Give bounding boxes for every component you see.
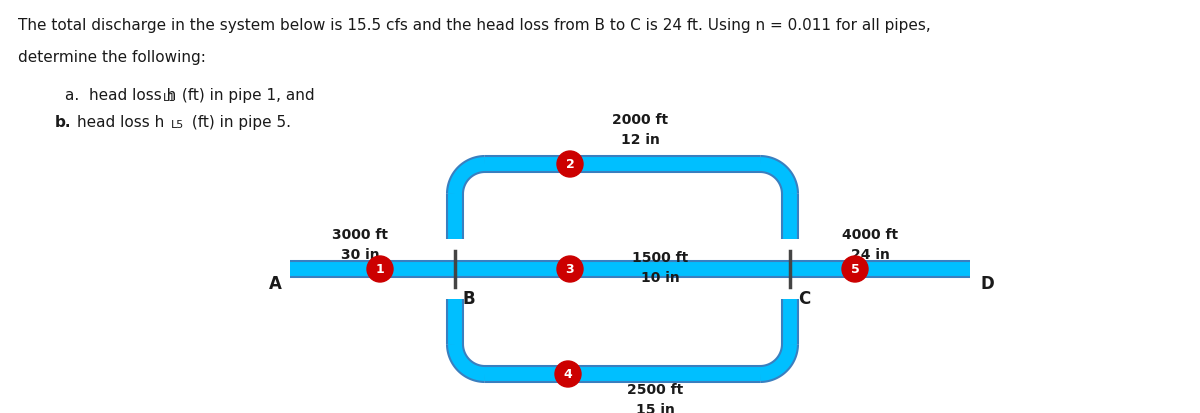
Text: (ft) in pipe 5.: (ft) in pipe 5. xyxy=(187,115,292,130)
Text: 2: 2 xyxy=(565,158,575,171)
Text: determine the following:: determine the following: xyxy=(18,50,206,65)
Text: a.  head loss h: a. head loss h xyxy=(65,88,176,103)
Circle shape xyxy=(842,256,868,282)
Circle shape xyxy=(557,152,583,178)
Text: (ft) in pipe 1, and: (ft) in pipe 1, and xyxy=(178,88,314,103)
Text: head loss h: head loss h xyxy=(77,115,164,130)
Text: C: C xyxy=(798,289,810,307)
Text: A: A xyxy=(269,274,282,292)
Text: 2500 ft
15 in: 2500 ft 15 in xyxy=(626,382,683,413)
Text: 2000 ft
12 in: 2000 ft 12 in xyxy=(612,113,668,146)
Text: b.: b. xyxy=(55,115,72,130)
Text: 1500 ft
10 in: 1500 ft 10 in xyxy=(632,251,688,284)
Circle shape xyxy=(557,256,583,282)
Text: 3: 3 xyxy=(565,263,575,276)
Text: L5: L5 xyxy=(172,120,185,130)
Text: 3000 ft
30 in: 3000 ft 30 in xyxy=(332,228,388,261)
Text: 5: 5 xyxy=(851,263,859,276)
Circle shape xyxy=(554,361,581,387)
Text: The total discharge in the system below is 15.5 cfs and the head loss from B to : The total discharge in the system below … xyxy=(18,18,931,33)
Text: B: B xyxy=(463,289,475,307)
Text: L1: L1 xyxy=(163,93,176,103)
Circle shape xyxy=(367,256,394,282)
Text: 1: 1 xyxy=(376,263,384,276)
Text: D: D xyxy=(980,274,994,292)
Text: 4000 ft
24 in: 4000 ft 24 in xyxy=(842,228,898,261)
Text: 4: 4 xyxy=(564,368,572,380)
